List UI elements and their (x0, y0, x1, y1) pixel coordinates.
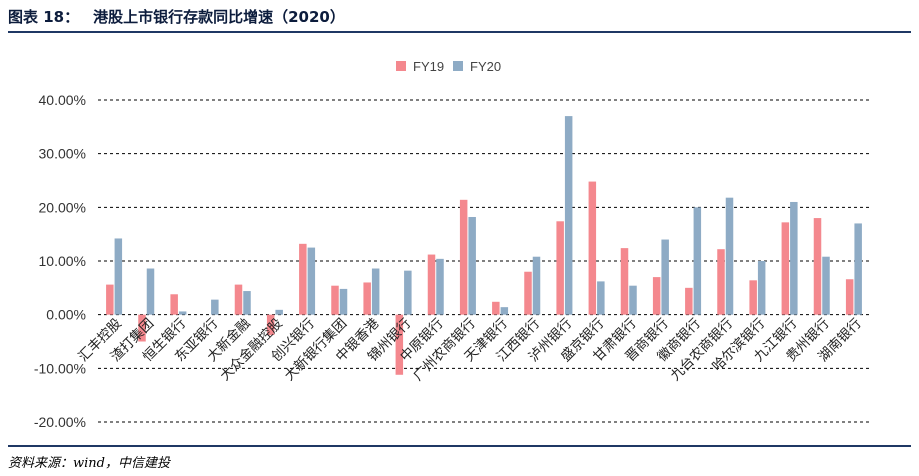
bar-fy19 (524, 271, 532, 315)
bar-fy20 (307, 247, 316, 315)
bar-fy20 (854, 223, 862, 315)
y-tick-label: 20.00% (39, 199, 86, 215)
bar-fy19 (427, 254, 436, 315)
bar-fy19 (170, 294, 178, 315)
bar-fy20 (629, 285, 637, 315)
figure-label: 图表 18： (8, 8, 80, 26)
y-tick-label: 30.00% (39, 146, 86, 162)
bar-fy19 (395, 314, 404, 375)
legend-swatch-fy19 (396, 61, 406, 71)
y-tick-label: 40.00% (39, 92, 86, 108)
y-tick-label: -20.00% (34, 414, 86, 430)
bar-fy20 (564, 116, 573, 315)
bar-fy19 (717, 249, 725, 315)
bar-fy19 (363, 282, 371, 315)
bar-fy20 (597, 281, 605, 315)
bottom-rule (8, 445, 911, 447)
bar-fy20 (693, 207, 702, 315)
bar-fy19 (620, 248, 629, 315)
bar-fy19 (106, 284, 114, 315)
title-rule (8, 31, 911, 33)
bar-fy19 (781, 222, 790, 315)
bar-fy19 (556, 221, 564, 315)
bar-fy19 (588, 181, 597, 315)
bar-fy19 (492, 301, 500, 315)
bar-fy19 (845, 279, 854, 315)
legend-label-fy20: FY20 (470, 59, 501, 74)
bar-fy19 (685, 287, 693, 315)
bar-fy20 (532, 256, 541, 315)
legend-swatch-fy20 (453, 61, 463, 71)
bar-fy19 (234, 284, 243, 315)
bar-fy20 (339, 288, 348, 315)
bar-fy20 (757, 261, 766, 315)
bar-fy20 (275, 309, 283, 315)
bar-fy20 (404, 270, 412, 315)
bar-fy19 (459, 199, 468, 315)
bar-fy19 (652, 277, 661, 315)
bar-fy19 (299, 243, 307, 315)
bar-fy20 (468, 216, 476, 315)
bar-fy20 (211, 299, 219, 315)
figure-title-text: 港股上市银行存款同比增速（2020） (93, 8, 345, 26)
bar-fy20 (146, 268, 155, 315)
bar-fy19 (813, 218, 822, 315)
y-tick-label: -10.00% (34, 360, 86, 376)
bar-fy20 (790, 201, 798, 315)
y-tick-label: 10.00% (39, 253, 86, 269)
y-tick-label: 0.00% (46, 307, 86, 323)
bar-fy20 (178, 311, 187, 315)
bar-fy19 (266, 314, 275, 336)
source-note: 资料来源：wind，中信建投 (8, 456, 170, 471)
legend-label-fy19: FY19 (413, 59, 444, 74)
bar-fy20 (500, 307, 509, 315)
figure-title: 图表 18： 港股上市银行存款同比增速（2020） (8, 6, 345, 27)
bar-fy20 (371, 268, 380, 315)
bar-fy20 (114, 238, 123, 315)
bar-fy20 (436, 258, 444, 315)
bar-fy19 (331, 285, 339, 315)
bar-fy19 (749, 280, 757, 315)
bar-fy20 (725, 197, 734, 315)
bar-fy20 (822, 256, 830, 315)
bar-fy19 (138, 314, 146, 342)
bar-fy20 (661, 239, 669, 315)
bar-fy20 (243, 291, 251, 315)
